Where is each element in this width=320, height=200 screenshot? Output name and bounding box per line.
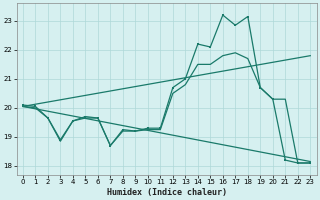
X-axis label: Humidex (Indice chaleur): Humidex (Indice chaleur)	[107, 188, 227, 197]
